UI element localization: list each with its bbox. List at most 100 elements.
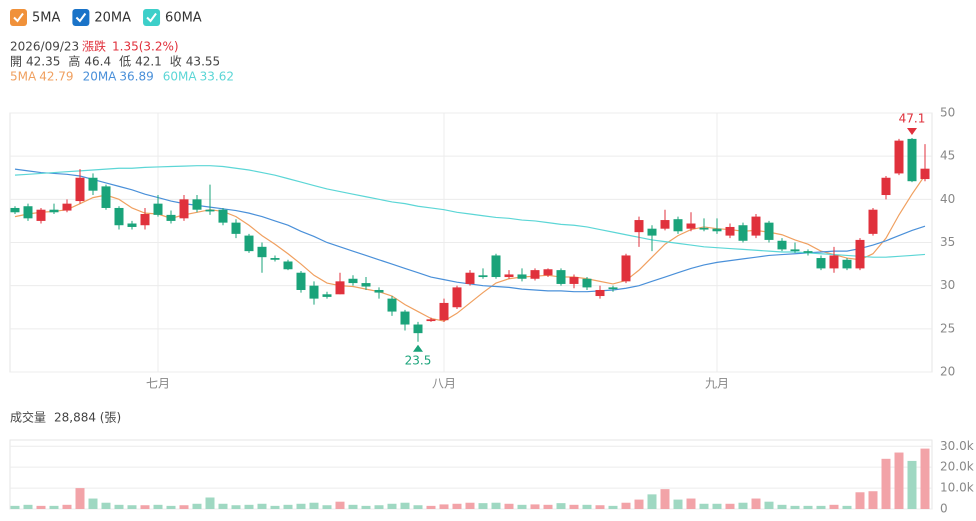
legend-check	[75, 12, 87, 23]
candle-body	[114, 207, 124, 226]
volume-bar	[361, 505, 371, 509]
candle-body	[920, 168, 930, 180]
volume-bar	[23, 504, 33, 509]
volume-bar	[699, 503, 709, 509]
ohlc-label: 低	[119, 55, 131, 69]
volume-bar	[517, 504, 527, 509]
legend-checkbox	[143, 9, 161, 26]
volume-bar	[231, 505, 241, 509]
legend-item[interactable]: 20MA	[72, 9, 131, 26]
candle-body	[335, 281, 345, 295]
legend-label: 20MA	[94, 11, 131, 26]
volume-bar	[595, 505, 605, 509]
ma-header-name: 20MA	[83, 70, 118, 84]
ohlc-label: 高	[68, 54, 80, 69]
volume-tick-label: 30.0k	[940, 439, 974, 453]
volume-bar	[439, 504, 449, 509]
volume-bar	[244, 504, 254, 509]
candle-body	[10, 207, 20, 213]
candle-body	[504, 274, 514, 278]
volume-bar	[270, 505, 280, 509]
change-label: 漲跌	[82, 39, 106, 54]
volume-bar	[829, 504, 839, 509]
volume-bar	[192, 503, 202, 509]
volume-frame	[9, 439, 933, 510]
candle-body	[270, 258, 280, 260]
volume-bar	[751, 498, 761, 509]
volume-bar	[491, 502, 501, 509]
volume-bar	[75, 488, 85, 509]
candle-body	[36, 209, 46, 221]
annotation-label: 23.5	[405, 353, 432, 367]
candle-body	[465, 272, 475, 284]
candle-body	[179, 199, 189, 219]
legend-label: 5MA	[32, 11, 60, 26]
candle-body	[400, 311, 410, 325]
volume-bar	[400, 502, 410, 509]
ma-header-name: 5MA	[10, 70, 37, 84]
volume-last: 28,884 (張)	[54, 411, 121, 425]
candle-body	[673, 219, 683, 232]
volume-bar	[777, 504, 787, 509]
volume-bar	[868, 491, 878, 509]
volume-bar	[686, 498, 696, 509]
candle-body	[738, 225, 748, 241]
candle-body	[660, 220, 670, 229]
y-tick-label: 30	[940, 278, 955, 292]
candle-body	[283, 261, 293, 270]
volume-bar	[465, 502, 475, 509]
candle-body	[881, 177, 891, 196]
volume-bar	[88, 498, 98, 509]
candle-body	[296, 272, 306, 290]
volume-bar	[907, 460, 917, 509]
candle-body	[894, 140, 904, 174]
date: 2026/09/23	[10, 40, 79, 54]
candle-body	[699, 227, 709, 230]
candle-body	[361, 283, 371, 287]
legend-label: 60MA	[165, 11, 202, 26]
volume-bar	[348, 504, 358, 509]
candle-body	[244, 235, 254, 252]
candle-body	[647, 228, 657, 236]
ma-line	[14, 165, 926, 258]
candle-body	[764, 222, 774, 240]
candle-body	[374, 289, 384, 293]
candle-body	[231, 222, 241, 234]
y-tick-label: 45	[940, 149, 955, 163]
candle-body	[777, 240, 787, 250]
candle-body	[426, 319, 436, 322]
candle-body	[855, 239, 865, 269]
candle-body	[478, 275, 488, 278]
x-tick-label: 八月	[432, 377, 456, 391]
volume-bar	[283, 504, 293, 509]
ma-header-value: 33.62	[200, 70, 234, 84]
candle-body	[62, 203, 72, 211]
legend-item[interactable]: 60MA	[143, 9, 202, 26]
ohlc-value: 46.4	[84, 55, 111, 69]
volume-bar	[530, 504, 540, 509]
candle-body	[439, 302, 449, 321]
candle-body	[907, 138, 917, 182]
candle-body	[257, 246, 267, 258]
y-tick-label: 25	[940, 321, 955, 335]
volume-bar	[881, 458, 891, 509]
candle-body	[517, 274, 527, 279]
volume-bar	[712, 503, 722, 509]
ohlc-value: 43.55	[186, 55, 220, 69]
volume-bar	[309, 502, 319, 509]
volume-bar	[673, 499, 683, 509]
volume-bar	[218, 503, 228, 509]
candle-body	[569, 277, 579, 284]
volume-bar	[608, 505, 618, 509]
ohlc-label: 收	[170, 55, 182, 69]
volume-bar	[179, 505, 189, 509]
volume-bar	[738, 502, 748, 509]
candle-body	[816, 258, 826, 269]
volume-bar	[205, 497, 215, 509]
candle-body	[803, 251, 813, 253]
legend-item[interactable]: 5MA	[10, 9, 60, 26]
candle-body	[127, 223, 137, 227]
volume-bar	[49, 505, 59, 509]
volume-bar	[634, 499, 644, 509]
volume-bar	[166, 505, 176, 509]
